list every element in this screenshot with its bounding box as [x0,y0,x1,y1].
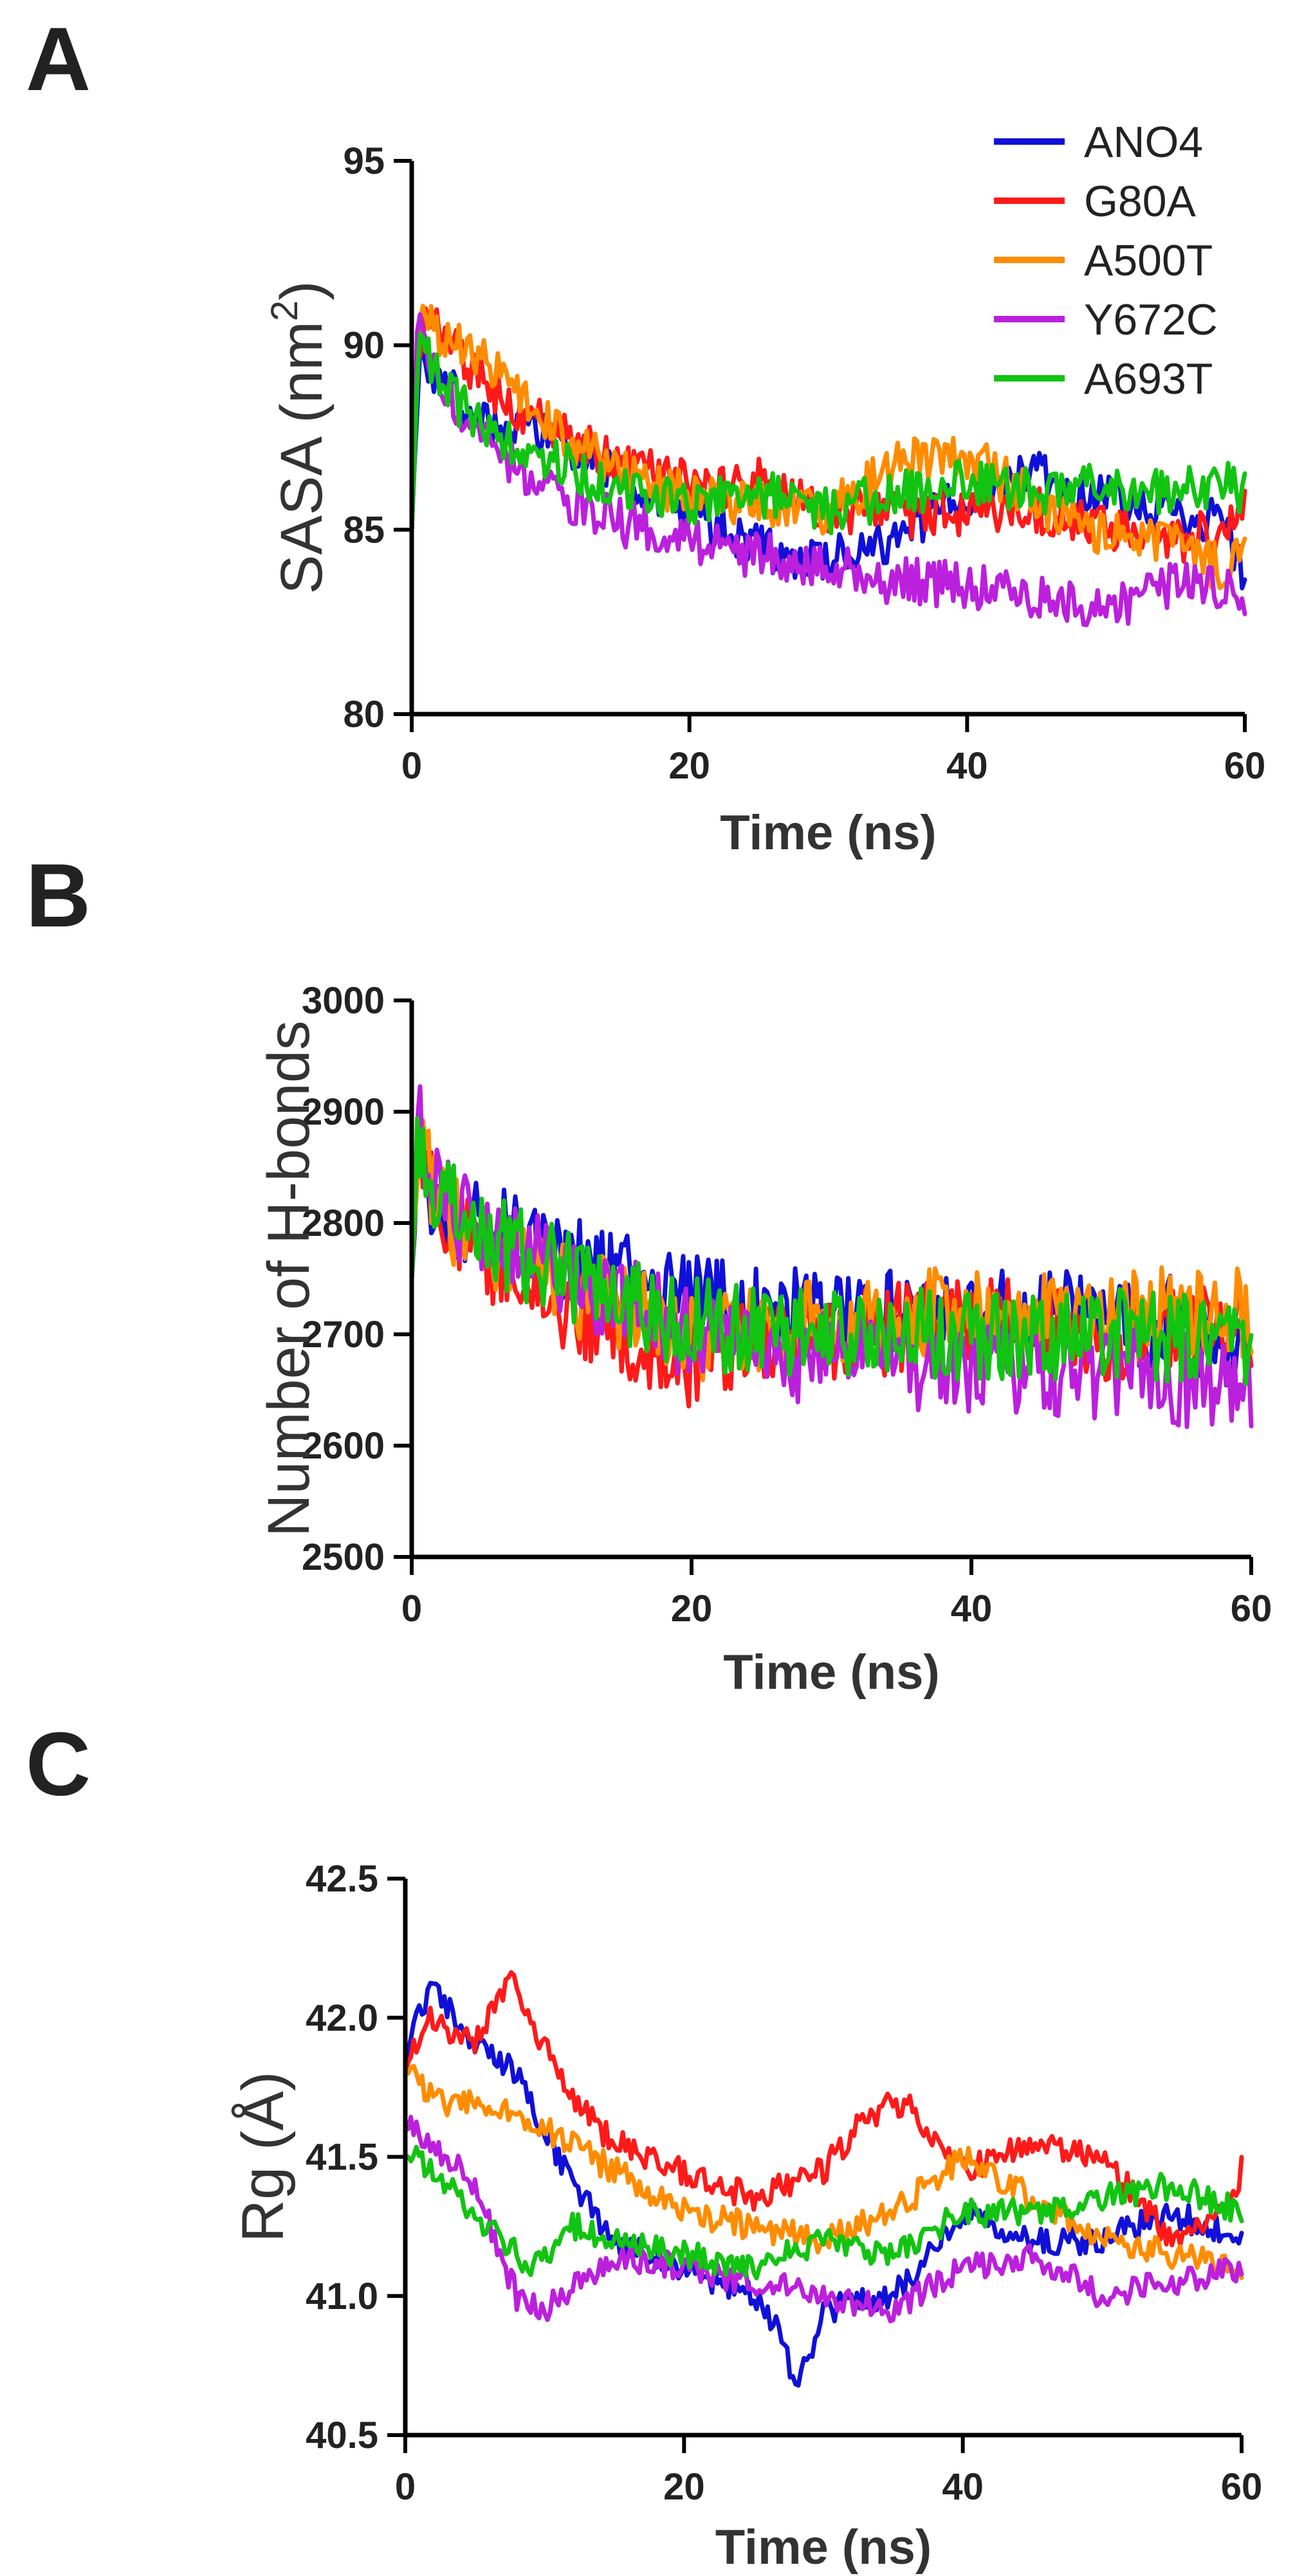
x-tick-label: 20 [663,2466,705,2508]
panel-c: C 40.5 41.0 41.5 42.0 42.5 0 20 40 60 Time (ns) Rg… [26,1713,1262,2575]
x-tick-label: 60 [1224,745,1266,787]
y-tick-label: 2900 [302,1091,385,1133]
series-line-g80a [403,1970,1244,2248]
series-line-ano4 [403,1980,1244,2388]
x-axis-label: Time (ns) [715,2520,932,2575]
x-tick-label: 40 [946,745,988,787]
legend-label: Y672C [1084,295,1218,344]
legend-label: A693T [1084,354,1213,403]
x-tick-label: 40 [951,1588,993,1630]
x-tick-label: 0 [401,745,422,787]
x-tick-label: 40 [942,2466,984,2508]
y-tick-label: 3000 [302,980,385,1022]
legend: ANO4 G80A A500T Y672C A693T [994,118,1218,403]
x-tick-label: 60 [1231,1588,1272,1630]
x-axis-label: Time (ns) [720,805,936,860]
y-tick-label: 85 [343,509,385,551]
legend-item-y672c: Y672C [994,295,1218,344]
series-line-y672c [409,312,1247,627]
y-tick-label: 41.0 [306,2276,378,2317]
panel-letter-c: C [26,1713,91,1814]
x-tick-label: 0 [401,1588,422,1630]
panel-a: A 80 85 90 95 0 20 40 60 Time (ns) SASA (nm2) [26,8,1265,860]
y-tick-label: 90 [343,325,385,367]
x-tick-label: 0 [395,2466,416,2508]
legend-item-ano4: ANO4 [994,118,1203,167]
y-axis-label: Number of H-bonds [256,1020,322,1537]
y-tick-label: 2600 [302,1425,385,1467]
legend-item-a693t: A693T [994,354,1213,403]
legend-item-a500t: A500T [994,236,1213,285]
y-tick-label: 40.5 [306,2415,378,2456]
legend-item-g80a: G80A [994,177,1197,226]
x-axis-label: Time (ns) [723,1645,939,1700]
x-tick-label: 60 [1221,2466,1263,2508]
y-tick-label: 42.0 [306,1997,378,2039]
series-line-a693t [409,331,1247,536]
legend-label: A500T [1084,236,1213,285]
series-group [409,1084,1254,1430]
x-tick-label: 20 [671,1588,713,1630]
panel-b: B 2500 2600 2700 2800 2900 3000 0 20 40 60 Time (n… [26,845,1272,1700]
y-axis-label: SASA (nm2) [264,281,335,594]
series-line-y672c [403,2115,1244,2324]
y-tick-label: 80 [343,694,385,735]
y-axis-label: Rg (Å) [230,2072,296,2243]
series-group [409,304,1247,627]
legend-label: ANO4 [1084,118,1203,167]
series-line-a693t [409,1116,1254,1386]
series-group [403,1970,1244,2388]
legend-label: G80A [1084,177,1197,226]
y-tick-label: 2700 [302,1314,385,1356]
y-tick-label: 2800 [302,1202,385,1244]
x-tick-label: 20 [668,745,710,787]
y-tick-label: 42.5 [306,1858,378,1900]
series-line-a693t [403,2144,1244,2281]
y-tick-label: 2500 [302,1536,385,1578]
y-tick-label: 95 [343,140,385,182]
panel-letter-b: B [26,845,91,946]
y-tick-label: 41.5 [306,2137,378,2178]
panel-letter-a: A [26,8,91,109]
axis-lines [403,1879,1242,2438]
